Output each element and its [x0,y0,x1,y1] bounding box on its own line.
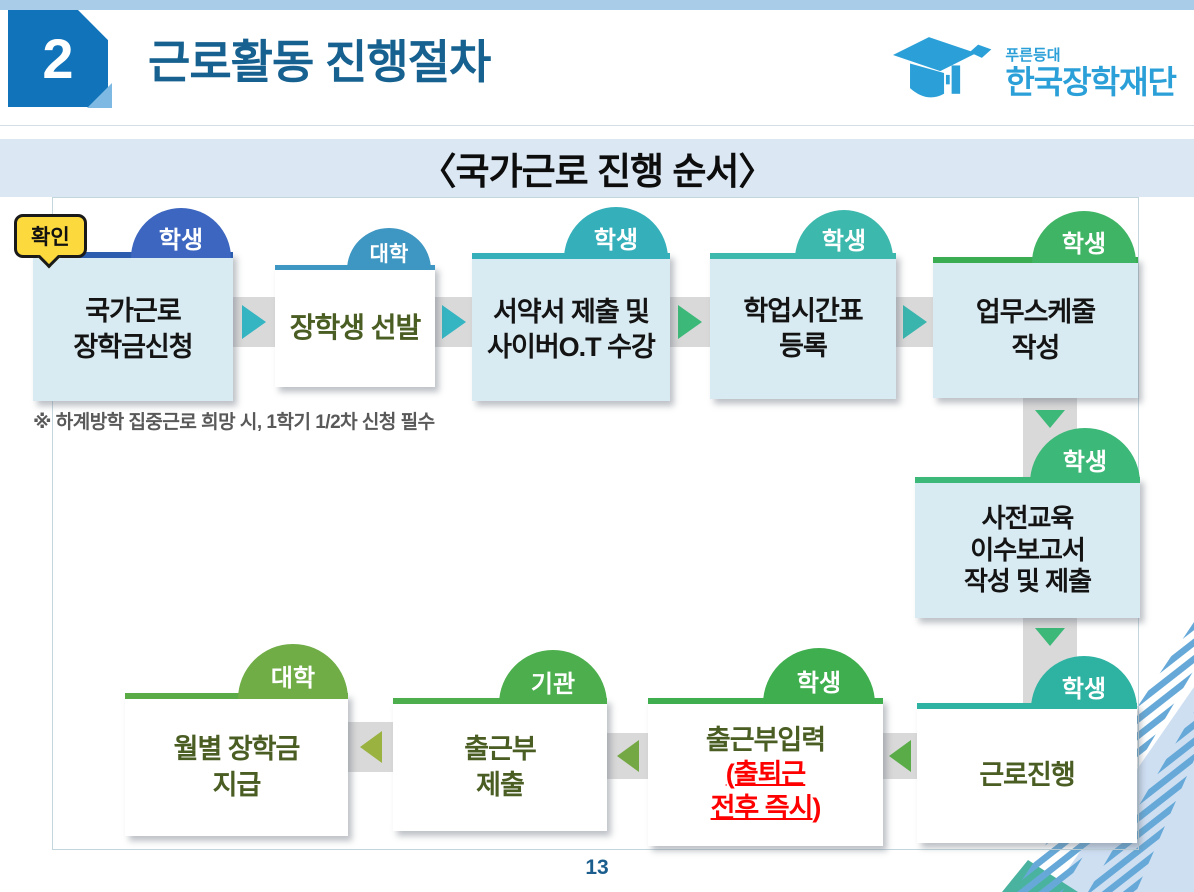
actor-tag-student: 학생 [795,210,893,259]
arrow-down-icon [1035,628,1065,646]
flow-box-title: 근로진행 [979,760,1075,791]
flow-box-scholarship-apply: 학생 국가근로 장학금신청 [33,208,233,401]
footnote: ※ 하계방학 집중근로 희망 시, 1학기 1/2차 신청 필수 [33,412,435,433]
actor-tag-label: 기관 [530,670,576,698]
flow-box-work-schedule: 학생 업무스케줄 작성 [933,211,1138,398]
subtitle-text: 〈국가근로 진행 순서〉 [419,151,776,192]
actor-tag-university: 대학 [347,228,431,270]
logo-tagline: 푸른등대 [1005,47,1061,64]
flow-box-attendance-entry: 학생 출근부입력 (출퇴근 전후 즉시) [648,648,883,846]
flow-box-pledge-ot: 학생 서약서 제출 및 사이버O.T 수강 [472,207,670,401]
arrow-left-icon [359,731,382,763]
actor-tag-label: 학생 [158,226,204,254]
section-number: 2 [42,27,74,90]
confirm-callout: 확인 [14,214,87,269]
page-title: 근로활동 진행절차 [148,36,491,88]
actor-tag-label: 학생 [1061,230,1107,258]
flow-box-selection: 대학 장학생 선발 [275,228,435,387]
connector-8-9 [607,733,648,779]
actor-tag-label: 학생 [821,228,867,255]
top-strip [0,0,1194,10]
page-number: 13 [585,856,609,879]
flow-box-title: 월별 장학금 지급 [173,734,301,800]
actor-tag-student: 학생 [564,207,668,259]
actor-tag-label: 학생 [1061,676,1107,703]
flow-box-title: 업무스케줄 작성 [975,297,1096,363]
actor-tag-university: 대학 [238,644,348,699]
flow-box-title: 장학생 선발 [289,312,422,344]
section-number-badge: 2 [8,10,108,107]
connector-9-10 [348,722,393,772]
arrow-left-icon [889,740,911,772]
arrow-down-icon [1035,410,1065,428]
subtitle-band: 〈국가근로 진행 순서〉 [0,139,1194,197]
flow-box-title: 서약서 제출 및 사이버O.T 수강 [487,296,656,362]
actor-tag-label: 학생 [796,669,842,697]
arrow-left-icon [616,740,639,772]
actor-tag-label: 대학 [369,243,409,266]
actor-tag-institution: 기관 [499,650,607,704]
actor-tag-student: 학생 [763,648,875,704]
actor-tag-student: 학생 [1032,211,1136,263]
logo-text: 푸른등대 한국장학재단 [1005,47,1177,100]
flow-box-warning-text: (출퇴근 전후 즉시) [710,759,822,823]
logo-org-name: 한국장학재단 [1005,64,1177,100]
confirm-label: 확인 [31,226,70,249]
flow-box-pre-education-report: 학생 사전교육 이수보고서 작성 및 제출 [915,428,1140,618]
connector-1-2 [233,297,275,347]
connector-7-8 [883,733,917,779]
arrow-right-icon [678,305,702,339]
connector-4-5 [896,297,933,347]
arrow-right-icon [902,305,927,339]
graduation-cap-icon [893,37,992,98]
actor-tag-label: 학생 [1062,449,1108,476]
flow-box-title: 국가근로 장학금신청 [73,296,193,362]
connector-2-3 [435,297,472,347]
flow-box-title-main: 출근부입력 [705,725,826,756]
header-divider [0,125,1194,126]
flow-box-title: 출근부 제출 [464,734,537,800]
flow-box-title: 출근부입력 (출퇴근 전후 즉시) [648,704,883,846]
actor-tag-label: 대학 [270,665,316,692]
flow-box-title: 사전교육 이수보고서 작성 및 제출 [963,502,1092,597]
connector-3-4 [670,297,710,347]
arrow-right-icon [242,305,266,339]
actor-tag-label: 학생 [593,226,639,254]
flow-box-monthly-payment: 대학 월별 장학금 지급 [125,644,348,836]
flow-box-title: 학업시간표 등록 [743,295,863,361]
flow-box-work-progress: 학생 근로진행 [917,656,1137,843]
arrow-right-icon [441,305,466,339]
flow-box-timetable: 학생 학업시간표 등록 [710,210,896,399]
actor-tag-student: 학생 [131,208,231,258]
kosaf-logo: 푸른등대 한국장학재단 [893,32,1177,114]
flow-box-attendance-submit: 기관 출근부 제출 [393,650,607,831]
